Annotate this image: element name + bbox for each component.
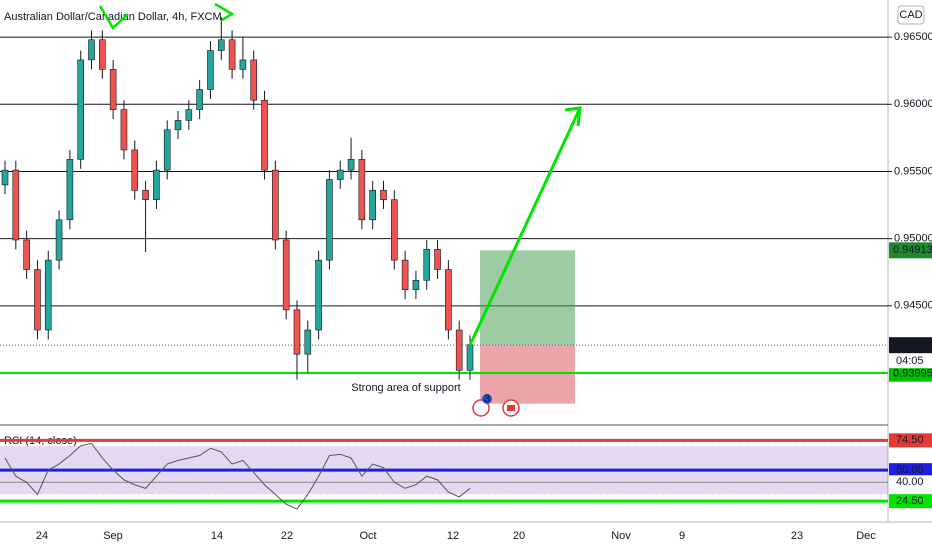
candle-body <box>239 59 247 70</box>
candle-body <box>293 309 301 355</box>
candle-body <box>12 169 20 241</box>
candle-body <box>109 69 117 110</box>
x-tick-label: Oct <box>359 530 376 542</box>
stop-zone <box>480 345 575 404</box>
x-tick-label: 24 <box>36 530 48 542</box>
candle-body <box>380 189 387 200</box>
chart-title: Australian Dollar/Canadian Dollar, 4h, F… <box>4 11 222 23</box>
candle-body <box>34 269 41 331</box>
rsi-level-label: 50.00 <box>896 464 924 476</box>
candle-body <box>185 109 193 121</box>
countdown: 04:05 <box>896 355 924 367</box>
candle-body <box>412 279 420 290</box>
candle-body <box>347 159 355 171</box>
event-badge <box>472 399 490 417</box>
x-tick-label: 20 <box>513 530 525 542</box>
x-tick-label: 14 <box>211 530 223 542</box>
event-count: 3 <box>484 393 490 405</box>
candle-body <box>23 239 30 270</box>
candle-body <box>99 39 106 70</box>
candle-body <box>250 59 258 101</box>
candle-body <box>369 189 376 221</box>
currency-box <box>897 5 925 25</box>
candle-body <box>196 89 203 110</box>
y-tick-label: 0.95500 <box>894 165 932 177</box>
candle-body <box>358 159 366 221</box>
arrow-head <box>564 106 582 127</box>
x-tick-label: Dec <box>856 530 876 542</box>
rsi-line <box>4 442 471 510</box>
y-tick-label: 0.96500 <box>894 31 932 43</box>
price-label-box <box>889 365 932 382</box>
projection-arrow <box>468 107 582 346</box>
candle-body <box>423 249 431 281</box>
candle-body <box>445 269 452 331</box>
candle-body <box>466 344 474 371</box>
x-tick-label: Sep <box>103 530 123 542</box>
x-tick-label: 9 <box>679 530 685 542</box>
price-label: 0.94207 <box>893 339 932 351</box>
candle-body <box>434 249 441 270</box>
candle-body <box>1 169 9 186</box>
candle-body <box>261 99 268 171</box>
candle-body <box>174 120 182 131</box>
rsi-level-box <box>889 475 932 490</box>
candle-body <box>401 259 409 290</box>
rsi-level-label: 24.50 <box>896 495 924 507</box>
countdown-box <box>889 354 932 369</box>
price-label-box <box>889 337 932 354</box>
x-tick-label: 12 <box>447 530 459 542</box>
chevron <box>214 2 235 22</box>
candle-body <box>55 219 63 261</box>
candle-body <box>131 149 139 191</box>
candle-body <box>44 259 52 331</box>
x-tick-label: 22 <box>281 530 293 542</box>
candle-body <box>88 39 95 61</box>
candle-body <box>315 259 322 331</box>
target-zone <box>480 250 575 346</box>
candle-body <box>77 59 84 160</box>
rsi-level-label: 74.50 <box>896 434 924 446</box>
y-tick-label: 0.95000 <box>894 233 932 245</box>
flag-icon <box>507 405 515 411</box>
candle-body <box>272 169 279 241</box>
chevron <box>98 5 129 30</box>
candle-body <box>228 39 236 70</box>
x-tick-label: Nov <box>611 530 631 542</box>
candle-body <box>163 129 171 171</box>
candle-body <box>282 239 290 311</box>
candle-body <box>391 199 398 261</box>
candle-body <box>142 189 149 200</box>
candle-body <box>326 179 333 261</box>
rsi-level-label: 40.00 <box>896 476 924 488</box>
event-badge-count-bg <box>482 394 492 404</box>
candle-body <box>217 39 225 51</box>
x-tick-label: 23 <box>791 530 803 542</box>
price-label-box <box>889 242 932 259</box>
rsi-level-box <box>889 463 932 478</box>
y-tick-label: 0.96000 <box>894 98 932 110</box>
currency: CAD <box>899 9 922 21</box>
price-label: 0.94913 <box>893 244 932 256</box>
candle-body <box>66 159 74 221</box>
y-tick-label: 0.94500 <box>894 300 932 312</box>
candle-body <box>336 169 344 180</box>
candle-body <box>153 169 160 200</box>
candle-body <box>455 329 463 371</box>
price-label: 0.93995 <box>893 368 932 380</box>
candle-body <box>304 329 312 355</box>
rsi-level-box <box>889 494 932 509</box>
rsi-level-box <box>889 433 932 448</box>
candle-body <box>120 109 128 151</box>
support-label: Strong area of support <box>351 382 460 394</box>
candle-body <box>207 50 214 90</box>
